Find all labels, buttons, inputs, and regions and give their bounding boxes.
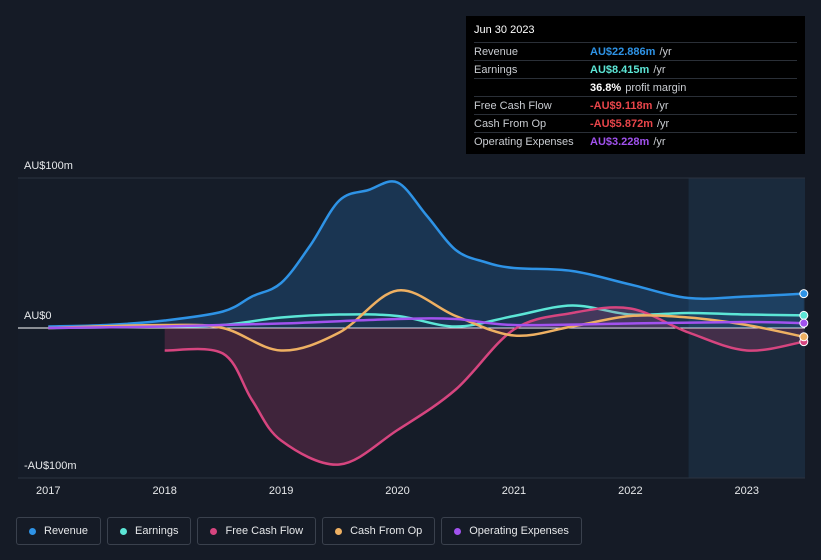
x-tick-label: 2020	[385, 485, 409, 497]
legend-dot	[454, 527, 462, 535]
tooltip-label: Revenue	[474, 45, 519, 58]
legend-label: Earnings	[135, 525, 179, 537]
tooltip-unit: /yr	[656, 117, 670, 130]
tooltip-value: -AU$9.118m	[590, 99, 653, 112]
tooltip-row: Cash From Op -AU$5.872m/yr	[474, 114, 797, 132]
y-tick-label: -AU$100m	[24, 460, 77, 472]
series-line	[48, 180, 804, 328]
tooltip-row: Revenue AU$22.886m/yr	[474, 42, 797, 60]
series-line	[48, 289, 805, 352]
legend-item[interactable]: Earnings	[107, 517, 192, 545]
legend: Revenue Earnings Free Cash Flow Cash From O…	[16, 517, 582, 545]
tooltip-unit: /yr	[656, 99, 669, 112]
legend-dot	[29, 527, 36, 535]
tooltip-unit: profit margin	[625, 81, 687, 94]
tooltip-row: 36.8% profit margin	[474, 78, 797, 96]
tooltip-value: AU$3.228m	[590, 135, 650, 148]
legend-dot	[335, 527, 343, 535]
legend-dot	[120, 527, 128, 535]
tooltip-label: Cash From Op	[474, 117, 547, 130]
tooltip-label: Free Cash Flow	[474, 99, 552, 112]
legend-item[interactable]: Revenue	[16, 517, 102, 545]
legend-label: Free Cash Flow	[225, 525, 304, 537]
legend-label: Operating Expenses	[469, 525, 569, 537]
tooltip-value: AU$8.415m	[590, 63, 650, 76]
y-tick-label: AU$100m	[24, 160, 73, 172]
series-line	[164, 306, 805, 466]
x-tick-label: 2021	[502, 485, 526, 497]
legend-item[interactable]: Free Cash Flow	[197, 517, 317, 545]
tooltip-label: Operating Expenses	[474, 135, 574, 148]
x-tick-label: 2019	[269, 485, 293, 497]
tooltip-label: Earnings	[474, 63, 518, 76]
y-tick-label: AU$0	[24, 310, 52, 322]
legend-dot	[210, 527, 218, 535]
end-dot	[799, 310, 809, 320]
end-dot	[799, 289, 809, 299]
tooltip-row: Free Cash Flow -AU$9.118m/yr	[474, 96, 797, 114]
legend-label: Revenue	[44, 525, 89, 537]
chart: AU$100m AU$0 -AU$100m 2017 2018 2019 2020 2021 2…	[18, 160, 809, 497]
end-dot	[799, 332, 809, 342]
legend-item[interactable]: Cash From Op	[322, 517, 436, 545]
tooltip-value: AU$22.886m	[590, 45, 656, 58]
legend-label: Cash From Op	[350, 525, 423, 537]
tooltip-row: Operating Expenses AU$3.228m/yr	[474, 132, 797, 150]
tooltip-title: Jun 30 2023	[474, 24, 535, 36]
legend-item[interactable]: Operating Expenses	[441, 517, 582, 545]
tooltip: Jun 30 2023 Revenue AU$22.886m/yr Earnings A…	[466, 16, 805, 154]
series-area	[48, 181, 804, 328]
series-area	[164, 307, 804, 465]
series-line	[48, 317, 804, 330]
tooltip-unit: /yr	[653, 135, 666, 148]
tooltip-value: -AU$5.872m	[590, 117, 653, 130]
tooltip-unit: /yr	[653, 63, 666, 76]
x-tick-label: 2022	[618, 485, 642, 497]
x-tick-label: 2018	[152, 485, 176, 497]
tooltip-unit: /yr	[659, 45, 672, 58]
x-tick-label: 2023	[735, 485, 759, 497]
tooltip-value: 36.8%	[590, 81, 622, 94]
tooltip-row: Earnings AU$8.415m/yr	[474, 60, 797, 78]
x-tick-label: 2017	[36, 485, 60, 497]
end-dot	[799, 318, 809, 328]
